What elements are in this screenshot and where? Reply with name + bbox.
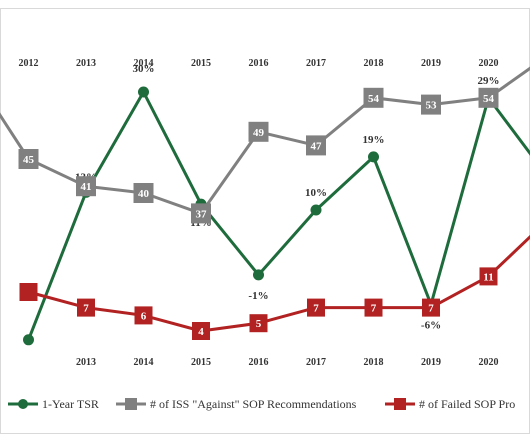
top-axis-label-2014: 2014 [134,58,154,69]
point-failed-2013 [77,298,95,317]
data-label-iss-2020: 54 [483,93,495,105]
point-tsr-2012 [23,334,34,346]
data-label-tsr-2017: 10% [305,187,327,199]
top-axis-label-2017: 2017 [306,58,326,69]
data-label-tsr-2020: 29% [478,75,500,87]
point-failed-2017 [307,298,325,317]
bottom-axis-label-2014: 2014 [134,357,154,368]
data-label-iss-2012: 45 [23,154,35,166]
point-failed-2015 [192,322,210,340]
data-label-failed-2020: 11 [483,271,493,283]
top-axis-label-2018: 2018 [364,58,384,69]
bottom-axis: 201320142015201620172018201920202021 [76,357,499,368]
point-iss-2013 [76,176,96,197]
bottom-axis-label-2015: 2015 [191,357,211,368]
data-label-iss-2018: 54 [368,93,380,105]
legend-marker-failed [394,398,406,410]
data-label-failed-2015: 4 [198,326,204,338]
bottom-axis-label-2019: 2019 [421,357,441,368]
chart-frame [0,8,530,434]
point-failed-2016 [249,314,268,333]
top-axis-label-2016: 2016 [249,58,269,69]
bottom-axis-label-2013: 2013 [76,357,96,368]
point-iss-2018 [363,87,384,108]
top-axis: 2012 2013 2014 2015 2016 2017 2018 2019 2020 [19,58,499,69]
data-label-failed-2018: 7 [371,303,377,315]
point-iss-2015 [191,203,211,224]
legend: 1-Year TSR # of ISS "Against" SOP Recomme… [8,397,515,411]
point-failed-2019 [422,298,440,317]
point-failed-2018 [364,298,383,317]
bottom-axis-label-2017: 2017 [306,357,326,368]
top-axis-label-2012: 2012 [19,58,39,69]
bottom-axis-label-2016: 2016 [249,357,269,368]
point-failed-2012 [19,283,38,301]
data-label-failed-2017: 7 [313,303,319,315]
data-label-iss-2013: 41 [81,181,92,193]
data-label-failed-2014: 6 [141,310,147,322]
point-iss-2016 [248,121,269,142]
point-iss-2014 [133,183,154,203]
point-iss-2012 [18,149,39,169]
series-markers: 13%30%11%-1%10%19%-6%29%16%4541403749475… [18,63,500,346]
point-tsr-2017 [310,204,322,216]
data-label-iss-2016: 49 [253,127,265,139]
top-axis-label-2019: 2019 [421,58,441,69]
legend-label-failed: # of Failed SOP Pro [419,397,515,411]
data-label-iss-2017: 47 [311,140,323,152]
point-failed-2014 [134,306,153,325]
point-tsr-2018 [368,151,379,163]
data-label-tsr-2019: -6% [421,319,441,331]
point-iss-2020 [478,87,499,108]
legend-marker-iss [125,398,137,410]
legend-label-tsr: 1-Year TSR [42,397,99,411]
bottom-axis-label-2018: 2018 [364,357,384,368]
legend-label-iss: # of ISS "Against" SOP Recommendations [150,397,357,411]
top-axis-label-2020: 2020 [479,58,499,69]
data-label-failed-2013: 7 [83,303,89,315]
point-iss-2019 [421,94,441,115]
point-failed-2020 [479,267,498,286]
point-tsr-2016 [253,269,264,281]
data-label-failed-2019: 7 [428,303,434,315]
bottom-axis-label-2020: 2020 [479,357,499,368]
top-axis-label-2013: 2013 [76,58,96,69]
data-label-tsr-2014: 30% [133,63,155,75]
point-iss-2017 [306,135,326,156]
point-tsr-2014 [138,86,149,98]
data-label-iss-2014: 40 [138,188,150,200]
legend-marker-tsr [18,399,28,409]
top-axis-label-2015: 2015 [191,58,211,69]
data-label-failed-2016: 5 [256,318,262,330]
data-label-tsr-2018: 19% [363,134,385,146]
data-label-iss-2015: 37 [196,208,208,220]
data-label-iss-2019: 53 [426,100,438,112]
data-label-tsr-2016: -1% [248,290,268,302]
